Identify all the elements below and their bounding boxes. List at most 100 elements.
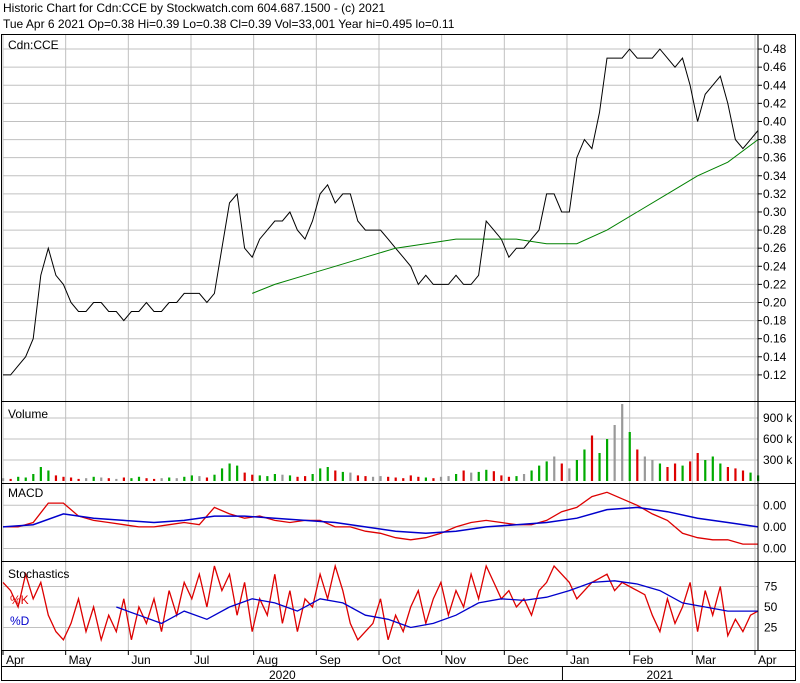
volume-bar [553,456,556,481]
month-label: Nov [445,653,466,667]
volume-bar [364,476,367,481]
volume-label: Volume [8,407,48,421]
month-label: Sep [319,653,341,667]
volume-bar [115,478,118,481]
price-tick-label: 0.22 [763,277,787,291]
volume-bar [160,478,163,481]
volume-bar [349,472,352,481]
volume-bar [507,476,511,481]
volume-bar [719,463,722,481]
volume-tick-label: 600 k [763,432,793,446]
price-tick-label: 0.26 [763,241,787,255]
volume-bar [296,476,299,481]
volume-bar [673,463,677,481]
stoch-tick-label: 75 [764,580,778,594]
volume-bar [455,474,458,481]
volume-bar [470,472,473,481]
price-tick-label: 0.44 [763,78,787,92]
volume-bar [130,478,133,481]
volume-bar [168,477,171,481]
time-axis-frame [1,650,796,681]
chart-header: Historic Chart for Cdn:CCE by Stockwatch… [0,0,800,34]
volume-bar [734,468,737,481]
volume-bar [153,478,156,481]
volume-bar [379,476,382,481]
month-label: Dec [507,653,528,667]
stoch-tick-label: 50 [764,600,778,614]
volume-bar [530,470,533,481]
stoch-d-line [116,580,758,629]
volume-bar [288,475,292,481]
volume-bar [205,477,209,481]
moving-average-line [252,139,759,294]
chart-series [2,48,759,643]
price-tick-label: 0.38 [763,133,787,147]
volume-bar [749,472,752,481]
volume-tick-label: 300 k [763,453,793,467]
volume-bar [326,467,329,481]
volume-bar [492,471,495,481]
volume-bar [651,460,654,481]
volume-bar [485,469,488,481]
volume-bar [704,460,707,481]
volume-bar [236,465,239,481]
volume-bar [334,470,337,481]
volume-bar [341,471,344,481]
volume-bar [477,471,480,481]
grid-lines [2,34,758,650]
legend-d: %D [10,614,30,628]
year-label: 2021 [646,668,673,682]
volume-bar [39,467,42,481]
price-tick-label: 0.20 [763,295,787,309]
volume-bar [666,467,669,481]
month-label: Mar [695,653,716,667]
macd-tick-label: 0.00 [763,498,787,512]
volume-bar [424,477,427,481]
volume-bar [394,477,397,481]
volume-bar [606,439,609,481]
volume-bar [47,470,50,481]
volume-tick-label: 900 k [763,411,793,425]
volume-bar [85,478,88,481]
volume-bar [2,478,5,481]
volume-bar [145,478,148,481]
month-label: May [69,653,92,667]
volume-bar [17,476,20,481]
volume-bar [175,478,178,481]
price-tick-label: 0.16 [763,332,787,346]
volume-bar [447,476,450,481]
volume-bar [137,476,141,481]
price-tick-label: 0.14 [763,350,787,364]
volume-bar [228,463,231,481]
month-label: Apr [6,653,25,667]
volume-bars [2,404,760,481]
stock-chart: 0.12 0.14 0.16 0.18 0.20 0.22 0.24 0.26 0.28 0.30… [1,34,796,682]
volume-bar [689,461,692,481]
stoch-tick-label: 25 [764,621,778,635]
volume-bar [198,476,201,481]
price-tick-label: 0.48 [763,42,787,56]
volume-bar [311,474,314,481]
volume-bar [628,432,631,481]
volume-bar [356,475,360,481]
panel-frame [1,483,796,562]
volume-bar [545,461,548,481]
volume-bar [371,476,375,481]
volume-bar [62,476,65,481]
panel-frame [1,401,796,484]
month-label: Apr [758,653,777,667]
volume-bar [575,460,578,481]
volume-bar [9,478,12,481]
symbol-label: Cdn:CCE [8,38,59,52]
price-tick-label: 0.32 [763,187,787,201]
volume-bar [696,453,699,481]
volume-bar [54,475,58,481]
month-label: Feb [633,653,654,667]
volume-bar [77,478,80,481]
price-tick-label: 0.28 [763,223,787,237]
price-tick-label: 0.34 [763,169,787,183]
volume-bar [304,476,307,481]
month-label: Oct [382,653,401,667]
signal-line [2,506,759,535]
volume-bar [726,467,729,481]
